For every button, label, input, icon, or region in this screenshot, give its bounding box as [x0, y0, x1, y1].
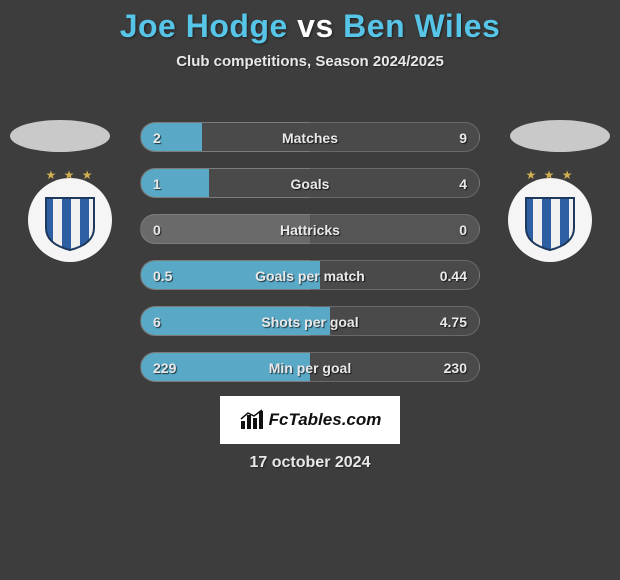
badge-stars-icon: ★ ★ ★: [28, 168, 112, 182]
subtitle: Club competitions, Season 2024/2025: [0, 53, 620, 70]
chart-icon: [239, 409, 265, 431]
stat-value-right: 0: [459, 215, 467, 244]
player2-name: Ben Wiles: [343, 8, 500, 44]
page-title: Joe Hodge vs Ben Wiles: [0, 0, 620, 45]
stat-row: 229Min per goal230: [140, 352, 480, 382]
badge-circle: ★ ★ ★: [28, 178, 112, 262]
vs-text: vs: [297, 8, 334, 44]
stat-row: 6Shots per goal4.75: [140, 306, 480, 336]
stat-label: Hattricks: [141, 215, 479, 244]
stat-value-right: 0.44: [440, 261, 467, 290]
stat-row: 1Goals4: [140, 168, 480, 198]
stat-value-right: 4.75: [440, 307, 467, 336]
stat-label: Matches: [141, 123, 479, 152]
stat-label: Min per goal: [141, 353, 479, 382]
stat-value-right: 9: [459, 123, 467, 152]
stat-row: 0.5Goals per match0.44: [140, 260, 480, 290]
stat-label: Shots per goal: [141, 307, 479, 336]
footer-brand: FcTables.com: [220, 396, 400, 444]
stat-label: Goals: [141, 169, 479, 198]
badge-circle: ★ ★ ★: [508, 178, 592, 262]
player1-avatar: [10, 120, 110, 152]
stat-value-right: 4: [459, 169, 467, 198]
player2-avatar: [510, 120, 610, 152]
stat-label: Goals per match: [141, 261, 479, 290]
stat-row: 2Matches9: [140, 122, 480, 152]
footer-brand-text: FcTables.com: [269, 410, 382, 430]
date-text: 17 october 2024: [0, 454, 620, 472]
stat-value-right: 230: [444, 353, 467, 382]
badge-stars-icon: ★ ★ ★: [508, 168, 592, 182]
player2-club-badge: ★ ★ ★: [508, 178, 592, 262]
player1-name: Joe Hodge: [120, 8, 288, 44]
stat-row: 0Hattricks0: [140, 214, 480, 244]
shield-icon: [44, 194, 96, 252]
player1-club-badge: ★ ★ ★: [28, 178, 112, 262]
stats-container: 2Matches9 1Goals4 0Hattricks0 0.5Goals per …: [140, 122, 480, 398]
shield-icon: [524, 194, 576, 252]
